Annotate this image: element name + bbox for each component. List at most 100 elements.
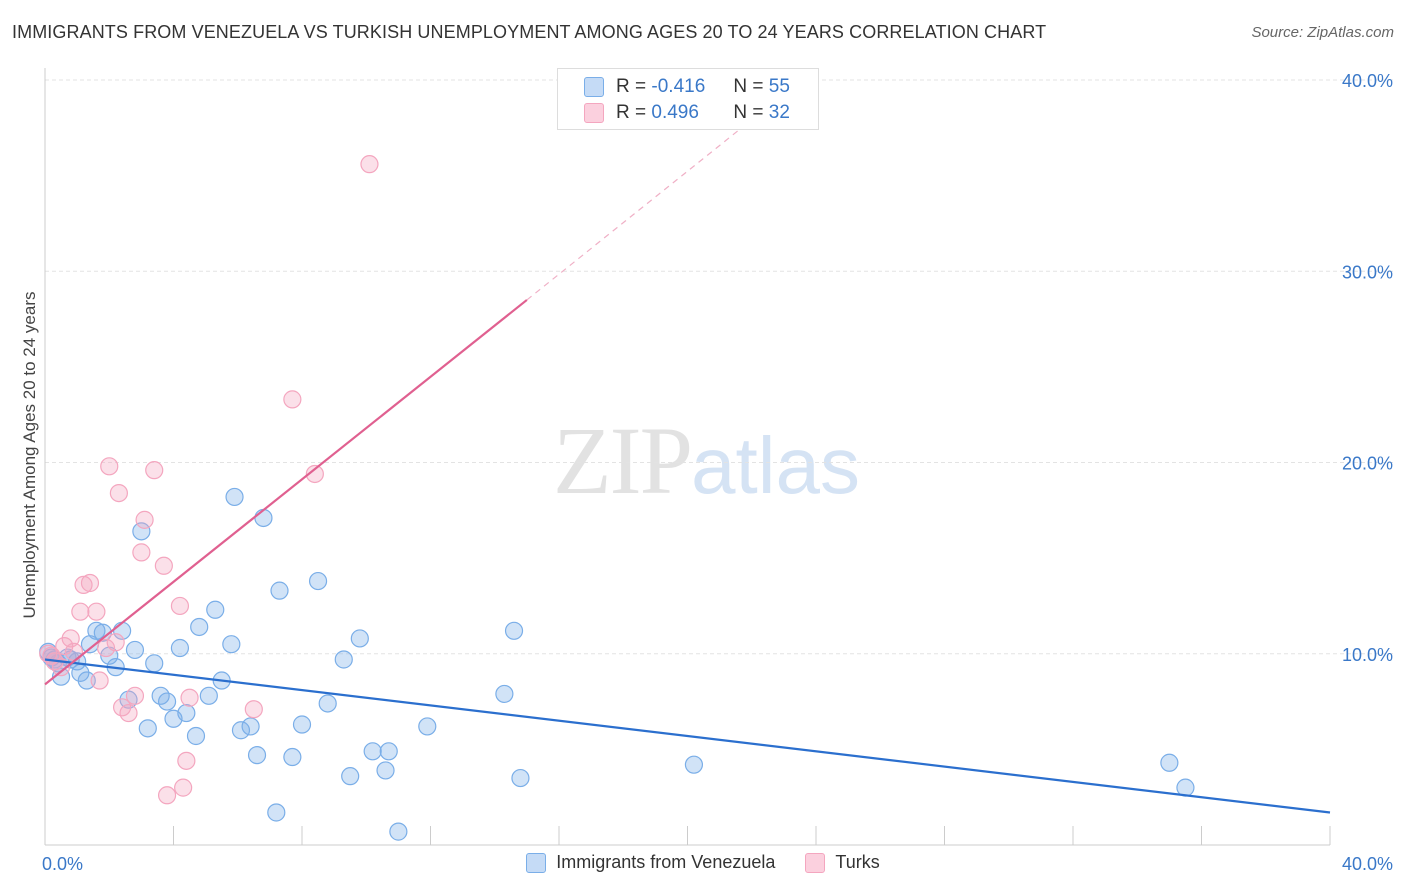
venezuela-point [418, 717, 437, 736]
turks-point [305, 464, 324, 484]
turks-point [154, 556, 173, 575]
watermark-zip: ZIP [553, 407, 693, 514]
stats-legend: R = -0.416 N = 55 R = 0.496 N = 32 [557, 68, 819, 130]
venezuela-point [292, 715, 312, 734]
r-label: R = [616, 102, 647, 123]
venezuela-point [270, 581, 289, 600]
turks-point [119, 703, 138, 723]
venezuela-swatch [584, 77, 604, 97]
turks-point [61, 629, 80, 648]
legend-swatch-venezuela [526, 852, 547, 873]
venezuela-point [1160, 753, 1179, 772]
turks-swatch [584, 103, 604, 123]
n-value: 55 [768, 76, 790, 97]
turks-trendline-extension [526, 98, 778, 301]
venezuela-point [363, 742, 382, 761]
venezuela-point [684, 755, 704, 774]
venezuela-point [87, 621, 106, 640]
source-label: Source: ZipAtlas.com [1251, 24, 1394, 41]
venezuela-point [125, 640, 145, 660]
venezuela-point [199, 686, 218, 705]
venezuela-point [77, 671, 96, 690]
turks-point [96, 638, 116, 658]
venezuela-point [283, 747, 302, 767]
venezuela-point [247, 746, 267, 765]
turks-point [80, 573, 100, 593]
turks-point [106, 633, 125, 652]
turks-point [174, 778, 193, 797]
legend-label-venezuela: Immigrants from Venezuela [556, 852, 776, 872]
legend-label-turks: Turks [835, 852, 880, 872]
turks-point [125, 686, 145, 705]
venezuela-point [308, 571, 328, 591]
turks-point [90, 671, 109, 690]
venezuela-point [376, 761, 395, 780]
venezuela-point [177, 703, 196, 723]
y-axis-label: Unemployment Among Ages 20 to 24 years [20, 291, 39, 619]
venezuela-point [51, 667, 71, 686]
turks-trendline [44, 299, 528, 686]
turks-point [100, 457, 119, 476]
n-value: 32 [768, 102, 790, 123]
venezuela-point [389, 822, 408, 841]
venezuela-point [267, 803, 286, 822]
venezuela-point [504, 621, 524, 640]
series-legend: Immigrants from Venezuela Turks [0, 852, 1406, 873]
turks-point [87, 602, 106, 621]
venezuela-point [341, 767, 360, 786]
turks-point [74, 575, 93, 595]
y-tick-label: 40.0% [1342, 71, 1393, 91]
venezuela-trendline [44, 658, 1331, 814]
venezuela-point [170, 638, 190, 658]
venezuela-point [225, 487, 244, 507]
watermark: ZIPatlas [553, 405, 860, 516]
venezuela-point [132, 522, 151, 541]
turks-point [177, 751, 196, 770]
venezuela-point [138, 719, 157, 738]
venezuela-point [511, 768, 530, 788]
chart-title: IMMIGRANTS FROM VENEZUELA VS TURKISH UNE… [12, 22, 1047, 42]
y-tick-label: 20.0% [1342, 454, 1393, 474]
venezuela-point [334, 650, 353, 669]
venezuela-point [350, 629, 369, 648]
y-tick-label: 30.0% [1342, 262, 1393, 282]
stats-row-turks: R = 0.496 N = 32 [584, 100, 790, 126]
venezuela-point [145, 654, 164, 673]
legend-item-venezuela[interactable]: Immigrants from Venezuela [526, 852, 775, 873]
n-label: N = [733, 76, 764, 97]
venezuela-point [254, 508, 273, 528]
watermark-atlas: atlas [691, 421, 860, 510]
x-tick-label: 40.0% [1342, 854, 1393, 874]
x-tick-label: 0.0% [42, 854, 83, 874]
legend-item-turks[interactable]: Turks [805, 852, 880, 873]
turks-point [244, 700, 263, 719]
turks-point [170, 596, 190, 616]
turks-point [180, 688, 199, 707]
venezuela-point [495, 684, 514, 704]
stats-row-venezuela: R = -0.416 N = 55 [584, 74, 790, 100]
venezuela-point [190, 617, 209, 637]
venezuela-point [206, 600, 225, 619]
turks-point [360, 155, 379, 174]
venezuela-point [222, 635, 241, 654]
venezuela-point [379, 742, 398, 761]
venezuela-point [318, 694, 337, 713]
venezuela-point [231, 721, 251, 740]
turks-point [283, 390, 302, 409]
turks-point [132, 543, 151, 562]
r-label: R = [616, 76, 647, 97]
y-tick-label: 10.0% [1342, 645, 1393, 665]
venezuela-point [241, 717, 260, 736]
turks-point [71, 602, 90, 621]
turks-point [109, 484, 128, 503]
turks-point [157, 786, 177, 805]
venezuela-point [186, 726, 206, 746]
n-label: N = [733, 102, 764, 123]
turks-point [145, 461, 164, 480]
turks-point [135, 510, 154, 529]
venezuela-point [157, 692, 177, 711]
r-value: 0.496 [651, 102, 699, 123]
legend-swatch-turks [805, 852, 826, 873]
r-value: -0.416 [651, 76, 706, 97]
